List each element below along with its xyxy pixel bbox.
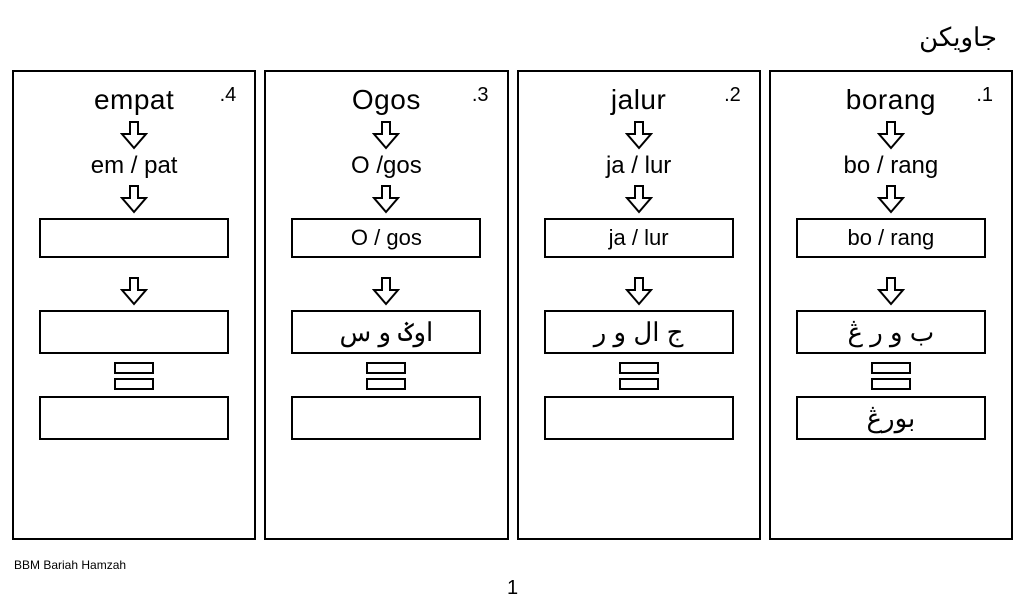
box-jawi-final bbox=[544, 396, 734, 440]
source-word: empat bbox=[94, 84, 174, 116]
arrow-down-icon bbox=[372, 276, 400, 306]
box-jawi-letters: ب و ر ڠ bbox=[796, 310, 986, 354]
arrow-down-icon bbox=[877, 120, 905, 150]
box-jawi-letters: ج ال و ر bbox=[544, 310, 734, 354]
box-jawi-final: بورڠ bbox=[796, 396, 986, 440]
arrow-down-icon bbox=[372, 120, 400, 150]
arrow-down-icon bbox=[877, 276, 905, 306]
arrow-down-icon bbox=[120, 120, 148, 150]
card-3: .3 Ogos O /gos O / gos اوݢ و س bbox=[264, 70, 508, 540]
arrow-down-icon bbox=[120, 184, 148, 214]
box-syllables: ja / lur bbox=[544, 218, 734, 258]
equals-bar bbox=[366, 362, 406, 374]
equals-bar bbox=[619, 362, 659, 374]
syllable-split: ja / lur bbox=[606, 152, 671, 180]
card-2: .2 jalur ja / lur ja / lur ج ال و ر bbox=[517, 70, 761, 540]
syllable-split: O /gos bbox=[351, 152, 422, 180]
box-jawi-letters: اوݢ و س bbox=[291, 310, 481, 354]
card-number: .2 bbox=[724, 84, 741, 107]
card-number: .4 bbox=[220, 84, 237, 107]
page-title-jawi: جاويكن bbox=[919, 22, 997, 53]
equals-icon bbox=[114, 362, 154, 390]
box-syllables: bo / rang bbox=[796, 218, 986, 258]
box-jawi-final bbox=[39, 396, 229, 440]
arrow-down-icon bbox=[625, 120, 653, 150]
card-row: .4 empat em / pat .3 Ogos bbox=[12, 70, 1013, 540]
arrow-down-icon bbox=[625, 276, 653, 306]
equals-icon bbox=[619, 362, 659, 390]
source-word: jalur bbox=[611, 84, 666, 116]
source-word: borang bbox=[846, 84, 936, 116]
box-jawi-letters bbox=[39, 310, 229, 354]
syllable-split: em / pat bbox=[91, 152, 178, 180]
box-syllables: O / gos bbox=[291, 218, 481, 258]
equals-bar bbox=[871, 378, 911, 390]
equals-bar bbox=[114, 362, 154, 374]
footer-credit: BBM Bariah Hamzah bbox=[14, 558, 126, 572]
arrow-down-icon bbox=[625, 184, 653, 214]
source-word: Ogos bbox=[352, 84, 421, 116]
box-jawi-final bbox=[291, 396, 481, 440]
equals-bar bbox=[871, 362, 911, 374]
equals-icon bbox=[871, 362, 911, 390]
worksheet-page: جاويكن .4 empat em / pat bbox=[0, 0, 1025, 606]
card-number: .1 bbox=[976, 84, 993, 107]
page-number: 1 bbox=[507, 577, 518, 600]
arrow-down-icon bbox=[372, 184, 400, 214]
equals-bar bbox=[114, 378, 154, 390]
equals-bar bbox=[366, 378, 406, 390]
box-syllables bbox=[39, 218, 229, 258]
arrow-down-icon bbox=[877, 184, 905, 214]
card-number: .3 bbox=[472, 84, 489, 107]
equals-icon bbox=[366, 362, 406, 390]
syllable-split: bo / rang bbox=[844, 152, 939, 180]
card-4: .4 empat em / pat bbox=[12, 70, 256, 540]
card-1: .1 borang bo / rang bo / rang ب و ر ڠ بو… bbox=[769, 70, 1013, 540]
equals-bar bbox=[619, 378, 659, 390]
arrow-down-icon bbox=[120, 276, 148, 306]
